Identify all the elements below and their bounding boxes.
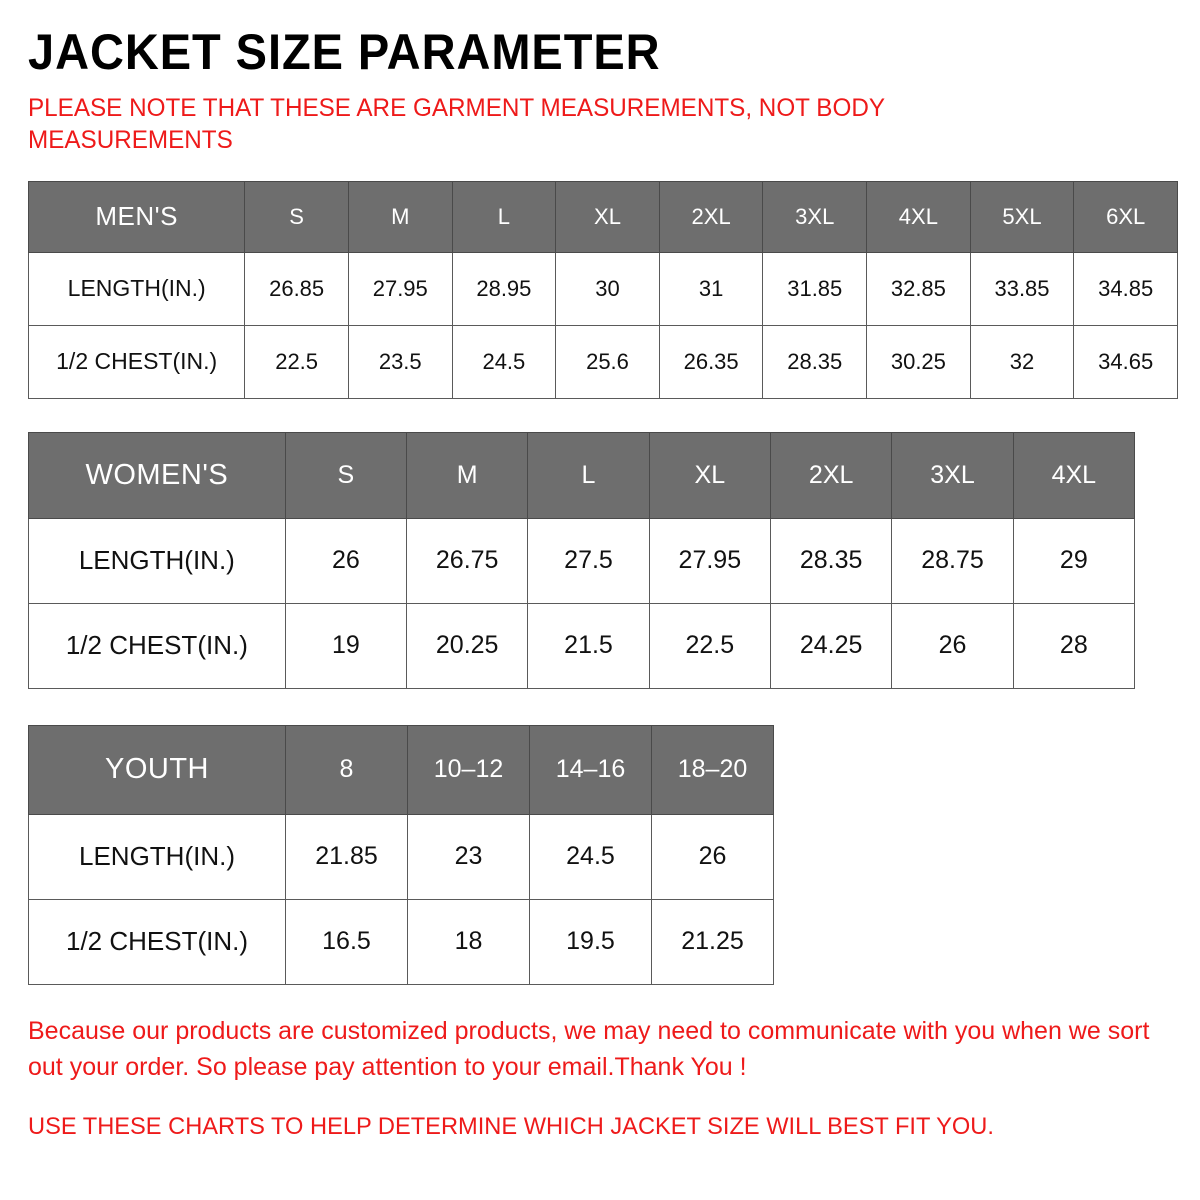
mens-size-table: MEN'S S M L XL 2XL 3XL 4XL 5XL 6XL LENGTH(IN.) 26.… xyxy=(27,180,1178,399)
womens-measurement-row: LENGTH(IN.) 26 26.75 27.5 27.95 28.35 28.75 29 xyxy=(28,517,1136,604)
mens-measurement-row: LENGTH(IN.) 26.85 27.95 28.95 30 31 31.85 32.85… xyxy=(27,251,1178,326)
youth-size-header-2: 10–12 xyxy=(407,724,530,815)
mens-size-header-7: 4XL xyxy=(866,180,971,253)
youth-measurement-label-2: 1/2 CHEST(IN.) xyxy=(28,898,286,985)
mens-measurement-value: 26.85 xyxy=(244,251,349,326)
mens-measurement-label-2: 1/2 CHEST(IN.) xyxy=(27,324,246,399)
mens-table-body: LENGTH(IN.) 26.85 27.95 28.95 30 31 31.85 32.85… xyxy=(27,251,1178,399)
youth-measurement-label-1: LENGTH(IN.) xyxy=(28,813,286,900)
mens-measurement-value: 24.5 xyxy=(451,324,557,399)
mens-measurement-value: 34.65 xyxy=(1073,324,1178,399)
mens-size-header-8: 5XL xyxy=(969,180,1075,253)
womens-size-header-3: L xyxy=(527,431,650,519)
womens-table-title: WOMEN'S xyxy=(28,431,286,519)
youth-measurement-value: 19.5 xyxy=(529,898,652,985)
womens-measurement-value: 28 xyxy=(1012,602,1136,689)
note-customized-products: Because our products are customized prod… xyxy=(28,1016,1150,1081)
youth-size-table: YOUTH 8 10–12 14–16 18–20 LENGTH(IN.) 21.85 23… xyxy=(28,724,774,985)
womens-measurement-value: 19 xyxy=(284,602,408,689)
mens-measurement-value: 30.25 xyxy=(866,324,971,399)
mens-measurement-value: 30 xyxy=(555,251,660,326)
youth-measurement-value: 16.5 xyxy=(285,898,408,985)
mens-measurement-row: 1/2 CHEST(IN.) 22.5 23.5 24.5 25.6 26.35 28.35… xyxy=(27,324,1178,399)
womens-size-header-2: M xyxy=(406,431,529,519)
womens-size-table: WOMEN'S S M L XL 2XL 3XL 4XL LENGTH(IN.) 26 26.75… xyxy=(28,431,1136,689)
youth-measurement-value: 24.5 xyxy=(529,813,652,900)
mens-size-header-9: 6XL xyxy=(1073,180,1178,253)
womens-measurement-value: 26 xyxy=(891,602,1014,689)
mens-measurement-value: 33.85 xyxy=(969,251,1075,326)
womens-measurement-value: 27.95 xyxy=(648,517,772,604)
youth-table-body: LENGTH(IN.) 21.85 23 24.5 26 1/2 CHEST(IN.) 16… xyxy=(28,813,774,985)
page-title: JACKET SIZE PARAMETER xyxy=(28,24,661,80)
youth-measurement-value: 21.85 xyxy=(285,813,408,900)
youth-measurement-row: 1/2 CHEST(IN.) 16.5 18 19.5 21.25 xyxy=(28,898,774,985)
mens-measurement-value: 31.85 xyxy=(762,251,868,326)
womens-measurement-label-2: 1/2 CHEST(IN.) xyxy=(28,602,286,689)
youth-size-header-1: 8 xyxy=(285,724,408,815)
mens-size-header-5: 2XL xyxy=(658,180,764,253)
womens-size-header-5: 2XL xyxy=(769,431,893,519)
womens-measurement-value: 26.75 xyxy=(406,517,529,604)
mens-table-head: MEN'S S M L XL 2XL 3XL 4XL 5XL 6XL xyxy=(27,180,1178,253)
mens-measurement-value: 22.5 xyxy=(244,324,349,399)
womens-measurement-value: 28.35 xyxy=(769,517,893,604)
womens-measurement-value: 21.5 xyxy=(527,602,650,689)
womens-measurement-label-1: LENGTH(IN.) xyxy=(28,517,286,604)
mens-header-row: MEN'S S M L XL 2XL 3XL 4XL 5XL 6XL xyxy=(27,180,1178,253)
youth-header-row: YOUTH 8 10–12 14–16 18–20 xyxy=(28,724,774,815)
youth-measurement-value: 21.25 xyxy=(651,898,774,985)
mens-measurement-value: 28.95 xyxy=(451,251,557,326)
mens-size-header-2: M xyxy=(347,180,453,253)
womens-table-head: WOMEN'S S M L XL 2XL 3XL 4XL xyxy=(28,431,1136,519)
mens-measurement-value: 23.5 xyxy=(347,324,453,399)
mens-size-header-3: L xyxy=(451,180,557,253)
youth-table-head: YOUTH 8 10–12 14–16 18–20 xyxy=(28,724,774,815)
footer-notes: Because our products are customized prod… xyxy=(28,985,1172,1143)
youth-measurement-value: 26 xyxy=(651,813,774,900)
youth-measurement-row: LENGTH(IN.) 21.85 23 24.5 26 xyxy=(28,813,774,900)
mens-size-header-1: S xyxy=(244,180,349,253)
womens-size-header-4: XL xyxy=(648,431,772,519)
womens-measurement-value: 29 xyxy=(1012,517,1136,604)
mens-measurement-value: 26.35 xyxy=(658,324,764,399)
womens-measurement-value: 20.25 xyxy=(406,602,529,689)
mens-table-title: MEN'S xyxy=(27,180,246,253)
mens-measurement-value: 27.95 xyxy=(347,251,453,326)
womens-table-body: LENGTH(IN.) 26 26.75 27.5 27.95 28.35 28.75 29 1… xyxy=(28,517,1136,689)
youth-size-header-4: 18–20 xyxy=(651,724,774,815)
womens-measurement-row: 1/2 CHEST(IN.) 19 20.25 21.5 22.5 24.25 26 28 xyxy=(28,602,1136,689)
youth-table-title: YOUTH xyxy=(28,724,286,815)
womens-measurement-value: 24.25 xyxy=(769,602,893,689)
womens-measurement-value: 27.5 xyxy=(527,517,650,604)
youth-measurement-value: 23 xyxy=(407,813,530,900)
womens-size-header-1: S xyxy=(284,431,408,519)
mens-size-header-6: 3XL xyxy=(762,180,868,253)
womens-size-header-7: 4XL xyxy=(1012,431,1136,519)
womens-measurement-value: 28.75 xyxy=(891,517,1014,604)
youth-measurement-value: 18 xyxy=(407,898,530,985)
mens-measurement-value: 28.35 xyxy=(762,324,868,399)
note-use-charts: USE THESE CHARTS TO HELP DETERMINE WHICH… xyxy=(28,1113,994,1140)
mens-measurement-value: 25.6 xyxy=(555,324,660,399)
mens-measurement-value: 34.85 xyxy=(1073,251,1178,326)
womens-size-header-6: 3XL xyxy=(891,431,1014,519)
womens-measurement-value: 22.5 xyxy=(648,602,772,689)
mens-size-header-4: XL xyxy=(555,180,660,253)
womens-header-row: WOMEN'S S M L XL 2XL 3XL 4XL xyxy=(28,431,1136,519)
mens-measurement-value: 32 xyxy=(969,324,1075,399)
mens-measurement-value: 32.85 xyxy=(866,251,971,326)
youth-size-header-3: 14–16 xyxy=(529,724,652,815)
mens-measurement-label-1: LENGTH(IN.) xyxy=(27,251,246,326)
womens-measurement-value: 26 xyxy=(284,517,408,604)
mens-measurement-value: 31 xyxy=(658,251,764,326)
garment-measurement-notice: PLEASE NOTE THAT THESE ARE GARMENT MEASU… xyxy=(28,93,885,154)
